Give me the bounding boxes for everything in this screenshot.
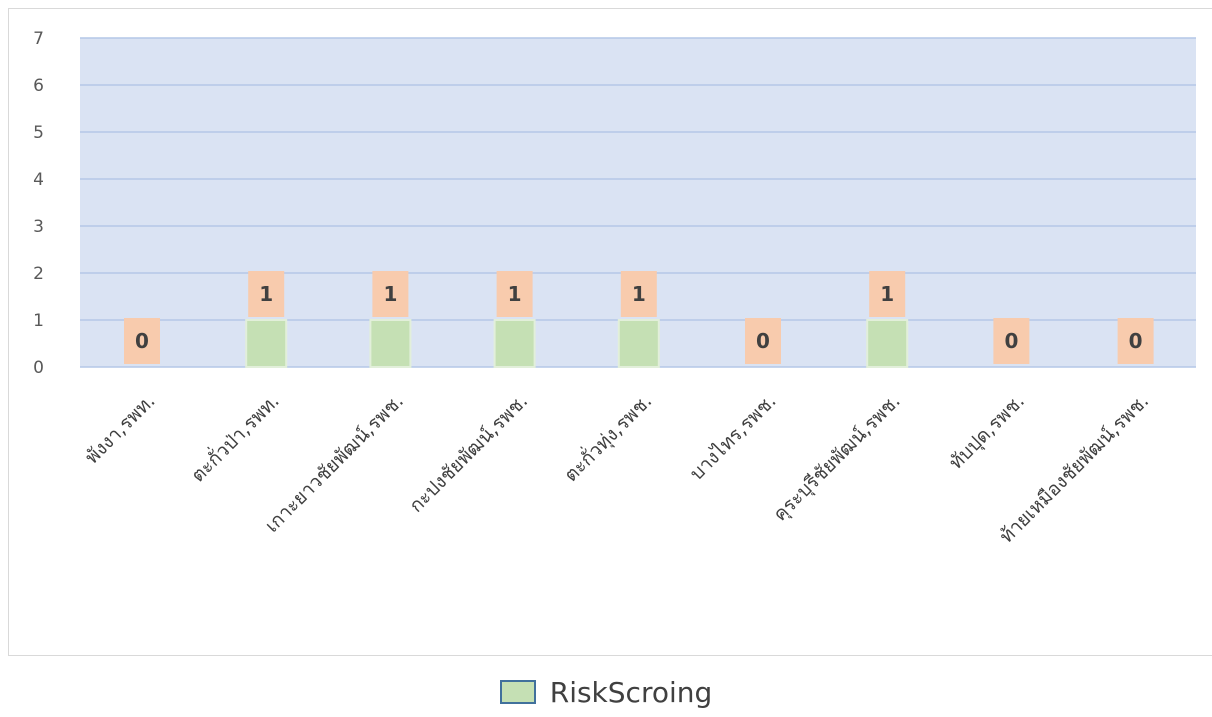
x-tick-label: คุระบุรีชัยพัฒน์,รพช. bbox=[769, 390, 905, 526]
y-tick-label: 4 bbox=[33, 170, 44, 190]
data-label: 1 bbox=[880, 282, 894, 306]
x-tick-label: บางไทร,รพช. bbox=[686, 390, 781, 485]
bar bbox=[370, 320, 410, 367]
x-axis: พังงา,รพท. ตะกั่วป่า,รพท.เกาะยาวชัยพัฒน์,… bbox=[81, 388, 1153, 548]
y-tick-label: 5 bbox=[33, 123, 44, 143]
data-label: 1 bbox=[383, 282, 397, 306]
y-tick-label: 2 bbox=[33, 264, 44, 284]
data-label: 1 bbox=[259, 282, 273, 306]
y-tick-label: 3 bbox=[33, 217, 44, 237]
data-label: 1 bbox=[508, 282, 522, 306]
chart-area: 0 1 2 3 4 5 6 7 0 1 1 1 1 0 1 0 0 พังงา,รพท. ตะกั่วป่า,ร… bbox=[0, 0, 1212, 670]
legend-swatch bbox=[500, 680, 536, 704]
x-tick-label: เกาะยาวชัยพัฒน์,รพช. bbox=[261, 390, 408, 537]
x-tick-label: ตะกั่วทุ่ง,รพช. bbox=[558, 388, 657, 487]
legend: RiskScroing bbox=[0, 672, 1212, 712]
legend-label: RiskScroing bbox=[550, 676, 713, 709]
data-label: 0 bbox=[135, 329, 149, 353]
x-tick-label: พังงา,รพท. bbox=[81, 390, 160, 469]
y-tick-label: 6 bbox=[33, 76, 44, 96]
y-axis: 0 1 2 3 4 5 6 7 bbox=[33, 29, 44, 378]
bar bbox=[867, 320, 907, 367]
x-tick-label: ตะกั่วป่า,รพท. bbox=[185, 388, 284, 487]
x-tick-label: ทับปุด,รพช. bbox=[945, 390, 1030, 475]
y-tick-label: 1 bbox=[33, 311, 44, 331]
y-tick-label: 0 bbox=[33, 358, 44, 378]
x-tick-label: กะปงชัยพัฒน์,รพช. bbox=[405, 390, 532, 517]
plot-background bbox=[80, 38, 1196, 367]
data-label: 0 bbox=[1004, 329, 1018, 353]
bar bbox=[619, 320, 659, 367]
bar bbox=[495, 320, 535, 367]
y-tick-label: 7 bbox=[33, 29, 44, 49]
data-label: 0 bbox=[756, 329, 770, 353]
bar bbox=[246, 320, 286, 367]
data-label: 0 bbox=[1129, 329, 1143, 353]
data-label: 1 bbox=[632, 282, 646, 306]
